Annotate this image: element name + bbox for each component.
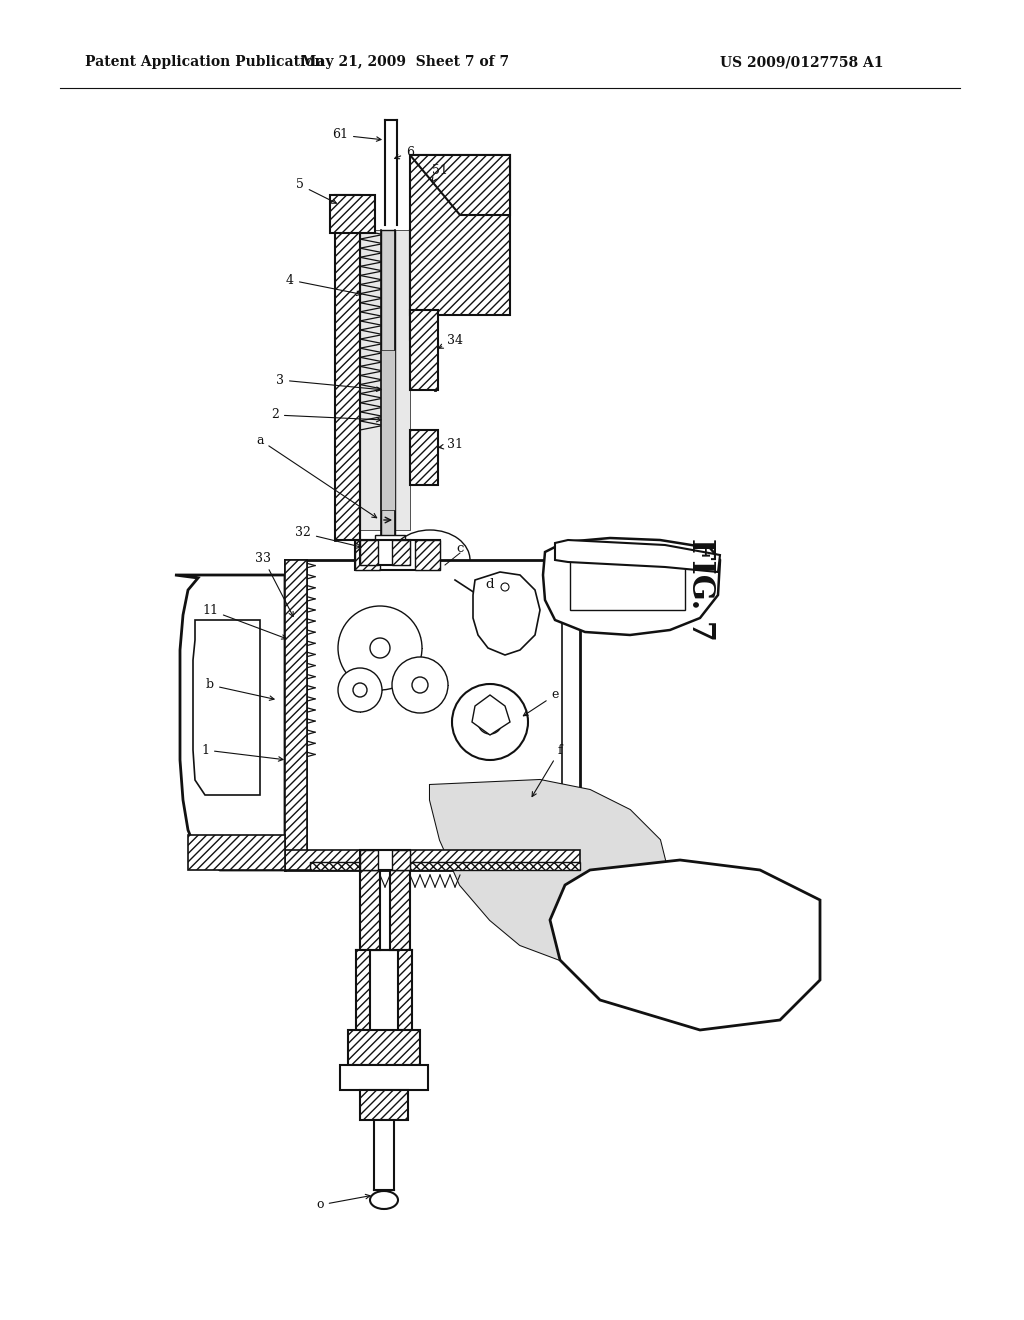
Text: e: e: [523, 689, 559, 715]
Text: FIG. 7: FIG. 7: [684, 539, 716, 642]
Circle shape: [392, 657, 449, 713]
Text: 5: 5: [296, 178, 337, 203]
Bar: [360, 850, 378, 870]
Polygon shape: [473, 572, 540, 655]
Bar: [310, 862, 580, 870]
Bar: [390, 870, 410, 950]
Text: Patent Application Publication: Patent Application Publication: [85, 55, 325, 69]
Bar: [330, 195, 375, 234]
Polygon shape: [410, 154, 510, 215]
Text: a: a: [256, 433, 377, 517]
Bar: [398, 950, 412, 1030]
Bar: [188, 836, 285, 870]
Bar: [335, 195, 360, 540]
Text: 33: 33: [255, 552, 293, 616]
Bar: [360, 1090, 408, 1119]
Bar: [375, 535, 406, 546]
Bar: [360, 540, 410, 565]
Text: 11: 11: [202, 603, 287, 639]
Bar: [285, 560, 307, 870]
Polygon shape: [555, 540, 720, 572]
Polygon shape: [550, 861, 820, 1030]
Text: b: b: [206, 678, 274, 701]
Bar: [360, 870, 380, 950]
Bar: [415, 540, 440, 570]
Bar: [360, 540, 378, 565]
Bar: [355, 540, 440, 570]
Circle shape: [412, 677, 428, 693]
Text: 61: 61: [332, 128, 381, 141]
Bar: [570, 554, 685, 610]
Text: c: c: [457, 541, 464, 554]
Polygon shape: [472, 696, 510, 735]
Bar: [348, 1030, 420, 1065]
Text: 6: 6: [394, 145, 414, 158]
Bar: [410, 430, 438, 484]
Bar: [392, 850, 410, 870]
Text: 51: 51: [432, 164, 447, 182]
Text: US 2009/0127758 A1: US 2009/0127758 A1: [720, 55, 884, 69]
Circle shape: [452, 684, 528, 760]
Circle shape: [370, 638, 390, 657]
Text: d: d: [485, 578, 495, 591]
Bar: [360, 230, 410, 531]
Text: 3: 3: [276, 374, 381, 392]
Bar: [355, 540, 380, 570]
Text: 32: 32: [295, 527, 361, 548]
Circle shape: [478, 710, 502, 734]
Circle shape: [338, 668, 382, 711]
Text: May 21, 2009  Sheet 7 of 7: May 21, 2009 Sheet 7 of 7: [301, 55, 509, 69]
Bar: [374, 1119, 394, 1191]
Bar: [356, 950, 370, 1030]
Polygon shape: [543, 539, 720, 635]
Ellipse shape: [370, 1191, 398, 1209]
Text: 31: 31: [439, 438, 463, 451]
Polygon shape: [430, 780, 670, 960]
Circle shape: [338, 606, 422, 690]
Bar: [410, 310, 438, 389]
Text: 34: 34: [438, 334, 463, 348]
Bar: [360, 850, 410, 870]
Bar: [285, 850, 580, 870]
Bar: [340, 1065, 428, 1090]
Bar: [381, 230, 395, 540]
Text: f: f: [532, 743, 562, 796]
Bar: [410, 154, 510, 315]
Text: 4: 4: [286, 273, 361, 296]
Text: 1: 1: [201, 743, 283, 762]
Bar: [381, 350, 395, 510]
Circle shape: [501, 583, 509, 591]
Text: o: o: [316, 1195, 370, 1212]
Text: 2: 2: [271, 408, 381, 422]
Bar: [392, 540, 410, 565]
Polygon shape: [175, 576, 285, 870]
Polygon shape: [430, 780, 670, 960]
Polygon shape: [193, 620, 260, 795]
Circle shape: [353, 682, 367, 697]
